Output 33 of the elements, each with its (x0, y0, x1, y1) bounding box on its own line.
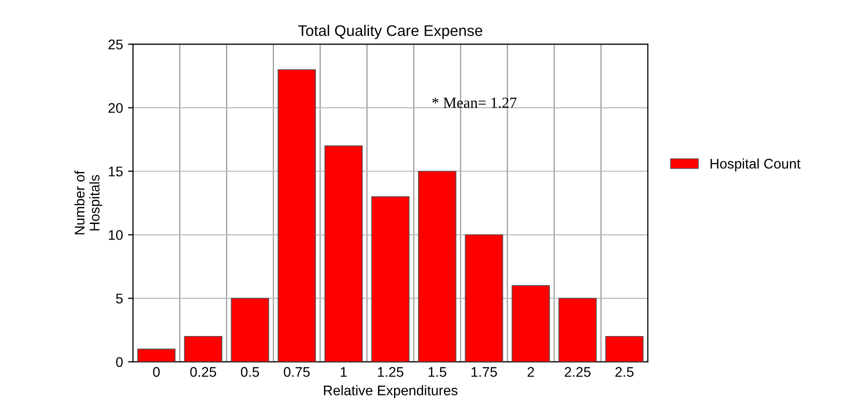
chart-title: Total Quality Care Expense (298, 24, 482, 40)
bar (512, 285, 550, 362)
bar (278, 69, 316, 362)
x-tick-label: 1.75 (472, 367, 497, 377)
bar (324, 145, 363, 362)
y-tick-label: 20 (108, 103, 123, 113)
y-tick-label: 10 (108, 230, 123, 240)
x-tick-label: 1.5 (428, 367, 446, 377)
bar (605, 336, 644, 362)
bar (558, 298, 597, 362)
x-tick-label: 0.5 (240, 367, 260, 377)
bar (418, 170, 456, 362)
y-tick-label: 25 (108, 40, 123, 50)
bar (371, 196, 410, 362)
bar (464, 234, 504, 362)
y-axis-title: Number of Hospitals (74, 170, 102, 234)
legend-label: Hospital Count (710, 158, 800, 172)
bar (137, 348, 176, 362)
annotation: * Mean= 1.27 (432, 98, 517, 108)
x-tick-label: 2.5 (615, 367, 634, 377)
x-tick-label: 0.25 (190, 367, 216, 377)
bar (184, 336, 222, 362)
y-tick-label: 5 (116, 294, 123, 304)
y-tick-label: 0 (116, 357, 123, 367)
bar (230, 298, 270, 362)
x-tick-label: 0.75 (284, 367, 310, 377)
x-tick-label: 2.25 (564, 367, 591, 377)
x-axis-title: Relative Expenditures (324, 385, 458, 398)
x-tick-label: 1.25 (378, 367, 404, 377)
x-tick-label: 0 (153, 367, 160, 377)
x-tick-label: 2 (528, 367, 534, 377)
x-tick-label: 1 (340, 367, 347, 377)
y-tick-label: 15 (108, 166, 123, 176)
